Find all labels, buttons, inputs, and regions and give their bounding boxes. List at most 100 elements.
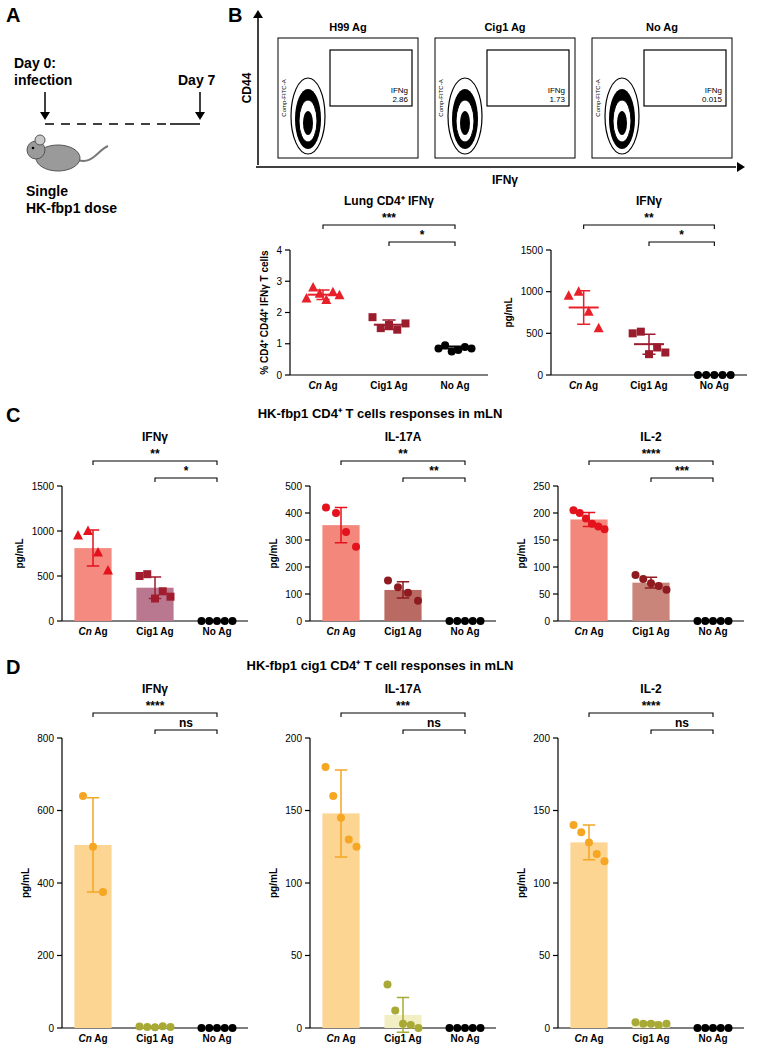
- data-point: [717, 1024, 725, 1032]
- mouse: [35, 135, 45, 145]
- flow-frame: [278, 38, 418, 158]
- y-tick: [57, 955, 62, 956]
- y-tick-label: 600: [37, 805, 54, 816]
- data-point: [103, 565, 113, 575]
- data-point: [647, 1020, 655, 1028]
- y-tick: [305, 512, 310, 513]
- data-point: [632, 1018, 640, 1026]
- data-point: [717, 617, 725, 625]
- data-point: [345, 836, 353, 844]
- y-tick-label: 250: [533, 481, 550, 492]
- significance-bracket: [389, 242, 455, 246]
- data-point: [79, 792, 87, 800]
- y-tick: [57, 575, 62, 576]
- flow-title: No Ag: [646, 21, 678, 33]
- y-tick: [57, 1027, 62, 1028]
- y-tick-label: 1: [276, 338, 282, 349]
- y-tick: [285, 374, 290, 375]
- significance-label: *: [184, 464, 189, 478]
- y-tick: [305, 1027, 310, 1028]
- data-point: [441, 341, 449, 349]
- gate-label: IFNg: [705, 86, 722, 95]
- data-point: [701, 617, 709, 625]
- chart: IL-2050100150200250pg/mLCn AgCig1 AgNo A…: [516, 430, 744, 637]
- label-part: Ag: [582, 380, 598, 391]
- y-tick: [553, 593, 558, 594]
- error-bar: [87, 530, 99, 566]
- data-point: [167, 1023, 175, 1031]
- data-area: [570, 821, 733, 1032]
- arrow-head: [253, 10, 263, 18]
- y-tick-label: 0: [296, 616, 302, 627]
- data-point: [663, 586, 671, 594]
- data-point: [719, 371, 727, 379]
- y-tick: [57, 882, 62, 883]
- y-axis: [289, 250, 290, 375]
- data-point: [136, 572, 144, 580]
- flow-title: Cig1 Ag: [484, 21, 525, 33]
- y-tick: [57, 530, 62, 531]
- label-part: Ag: [340, 1033, 356, 1044]
- data-point: [453, 617, 461, 625]
- label-part: Ag: [322, 380, 338, 391]
- data-point: [221, 617, 229, 625]
- y-tick: [305, 955, 310, 956]
- y-tick-label: 0: [296, 1023, 302, 1034]
- data-point: [322, 763, 330, 771]
- significance-label: ***: [675, 464, 689, 478]
- x-tick-label: Cn Ag: [574, 626, 603, 637]
- y-axis-title: pg/mL: [516, 539, 527, 569]
- data-point: [151, 1023, 159, 1031]
- y-tick: [285, 249, 290, 250]
- channel-label: Comp-FITC-A: [438, 79, 444, 116]
- y-tick: [553, 620, 558, 621]
- data-point: [213, 1024, 221, 1032]
- figure: ABCDDay 0:infectionDay 7SingleHK-fbp1 do…: [0, 0, 759, 1063]
- data-point: [399, 1020, 407, 1028]
- contour: [456, 100, 474, 142]
- data-point: [655, 1021, 663, 1029]
- significance-label: **: [150, 447, 160, 461]
- data-point: [143, 570, 151, 578]
- significance-bracket: [155, 730, 217, 734]
- y-tick-label: 500: [285, 481, 302, 492]
- chart-title: IL-17A: [385, 682, 422, 696]
- y-axis: [557, 486, 558, 621]
- y-axis: [550, 250, 551, 375]
- data-point: [594, 323, 604, 333]
- data-point: [407, 1021, 415, 1029]
- data-point: [213, 617, 221, 625]
- y-tick-label: 4: [276, 245, 282, 256]
- significance-bracket: [93, 713, 217, 717]
- x-tick-label: Cn Ag: [326, 626, 355, 637]
- timeline-label: Day 0:: [14, 55, 56, 71]
- significance-label: ns: [427, 716, 441, 730]
- data-point: [647, 579, 655, 587]
- data-point: [709, 617, 717, 625]
- significance-bracket: [403, 478, 465, 482]
- y-tick-label: 2: [276, 307, 282, 318]
- data-point: [477, 617, 485, 625]
- y-axis: [61, 486, 62, 621]
- y-tick: [553, 566, 558, 567]
- y-tick: [553, 955, 558, 956]
- x-tick-label: Cig1 Ag: [632, 1033, 669, 1044]
- significance-label: *: [420, 228, 425, 242]
- y-tick: [57, 810, 62, 811]
- y-tick-label: 400: [37, 878, 54, 889]
- y-tick: [305, 593, 310, 594]
- significance-bracket: [155, 478, 217, 482]
- y-tick: [553, 882, 558, 883]
- data-point: [632, 571, 640, 579]
- chart-title: IFNγ: [142, 430, 168, 444]
- significance-label: **: [644, 211, 654, 225]
- y-tick: [57, 485, 62, 486]
- y-tick-label: 0: [544, 1023, 550, 1034]
- data-point: [328, 287, 338, 297]
- x-tick-label: Cn Ag: [574, 1033, 603, 1044]
- data-point: [663, 1020, 671, 1028]
- y-tick-label: 100: [533, 878, 550, 889]
- y-axis-title: pg/mL: [268, 539, 279, 569]
- y-tick-label: 100: [533, 562, 550, 573]
- y-axis-title: pg/mL: [20, 868, 31, 898]
